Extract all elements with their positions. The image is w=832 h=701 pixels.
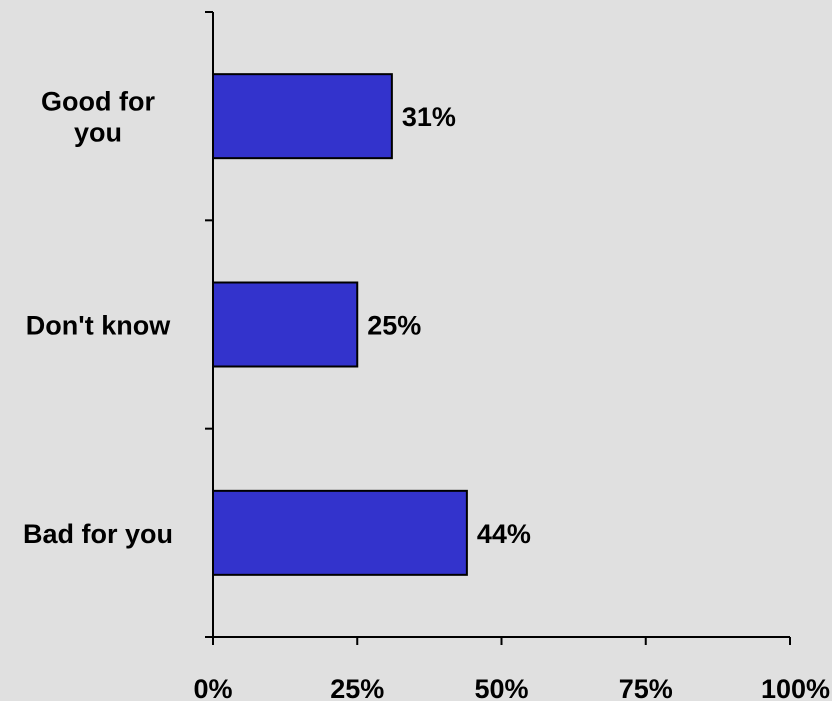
x-tick-label-4: 100%: [761, 674, 830, 701]
category-label-2: Bad for you: [23, 519, 173, 549]
category-label-line: Good for: [41, 87, 155, 117]
x-tick-label-1: 25%: [330, 674, 384, 701]
bar-0: [212, 73, 393, 160]
bar-1: [212, 281, 359, 368]
x-tick-label-2: 50%: [474, 674, 528, 701]
data-label-1: 25%: [367, 311, 421, 341]
category-label-line: Don't know: [26, 311, 171, 341]
x-tick-label-0: 0%: [193, 674, 232, 701]
data-label-0: 31%: [402, 102, 456, 132]
category-label-1: Don't know: [26, 311, 171, 341]
category-label-0: Good for you: [41, 87, 155, 148]
category-label-line: you: [74, 118, 122, 148]
bar-2: [212, 489, 468, 576]
category-label-line: Bad for you: [23, 519, 173, 549]
x-tick-label-3: 75%: [619, 674, 673, 701]
data-label-2: 44%: [477, 519, 531, 549]
